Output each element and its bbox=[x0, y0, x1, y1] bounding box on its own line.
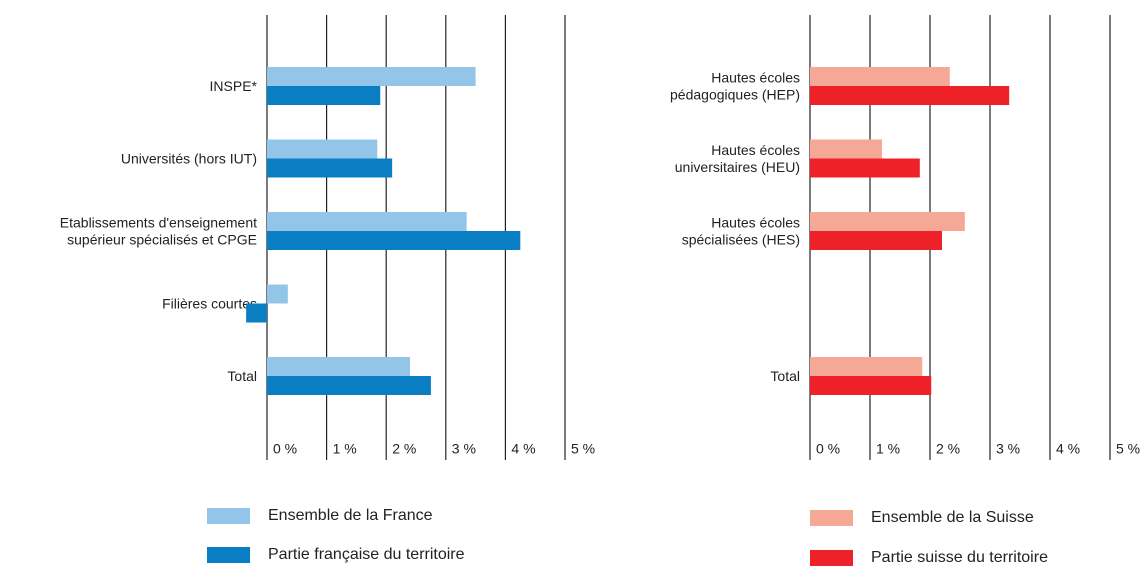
x-tick-label: 1 % bbox=[876, 441, 900, 457]
bar bbox=[267, 212, 467, 231]
category-label: Total bbox=[770, 368, 800, 384]
bar bbox=[267, 231, 521, 250]
bar bbox=[267, 86, 381, 105]
bar bbox=[267, 357, 411, 376]
legend-label: Ensemble de la Suisse bbox=[871, 509, 1034, 526]
category-label: Hautes écoles bbox=[711, 214, 800, 230]
bar bbox=[810, 357, 923, 376]
bar bbox=[810, 376, 932, 395]
category-label: Filières courtes bbox=[162, 295, 257, 311]
bar bbox=[267, 139, 378, 159]
category-label: Universités (hors IUT) bbox=[121, 150, 257, 166]
x-tick-label: 2 % bbox=[936, 441, 960, 457]
legend-label: Ensemble de la France bbox=[268, 507, 433, 524]
x-tick-label: 2 % bbox=[392, 441, 416, 457]
x-tick-label: 4 % bbox=[1056, 441, 1080, 457]
x-tick-label: 3 % bbox=[996, 441, 1020, 457]
bar bbox=[810, 139, 882, 159]
bar bbox=[810, 86, 1010, 105]
category-label: pédagogiques (HEP) bbox=[670, 86, 800, 102]
x-tick-label: 4 % bbox=[511, 441, 535, 457]
x-tick-label: 5 % bbox=[1116, 441, 1140, 457]
bar bbox=[267, 158, 393, 178]
legend-swatch bbox=[207, 547, 250, 563]
bar bbox=[810, 231, 942, 250]
x-tick-label: 0 % bbox=[816, 441, 840, 457]
category-label: Etablissements d'enseignement bbox=[60, 214, 257, 230]
legend-swatch bbox=[810, 510, 853, 526]
bar bbox=[267, 376, 431, 395]
x-tick-label: 3 % bbox=[452, 441, 476, 457]
category-label: Total bbox=[227, 368, 257, 384]
legend-swatch bbox=[810, 550, 853, 566]
bar bbox=[810, 158, 920, 178]
x-tick-label: 5 % bbox=[571, 441, 595, 457]
legend-swatch bbox=[207, 508, 250, 524]
category-label: INSPE* bbox=[210, 78, 258, 94]
bar bbox=[267, 284, 288, 304]
bar bbox=[810, 212, 965, 231]
category-label: Hautes écoles bbox=[711, 142, 800, 158]
category-label: spécialisées (HES) bbox=[682, 231, 800, 247]
legend-label: Partie française du territoire bbox=[268, 546, 465, 563]
bar bbox=[810, 67, 950, 86]
category-label: Hautes écoles bbox=[711, 69, 800, 85]
bar bbox=[246, 303, 267, 323]
legend-label: Partie suisse du territoire bbox=[871, 549, 1048, 566]
x-tick-label: 1 % bbox=[333, 441, 357, 457]
bar bbox=[267, 67, 476, 86]
category-label: universitaires (HEU) bbox=[675, 159, 800, 175]
x-tick-label: 0 % bbox=[273, 441, 297, 457]
category-label: supérieur spécialisés et CPGE bbox=[67, 231, 257, 247]
